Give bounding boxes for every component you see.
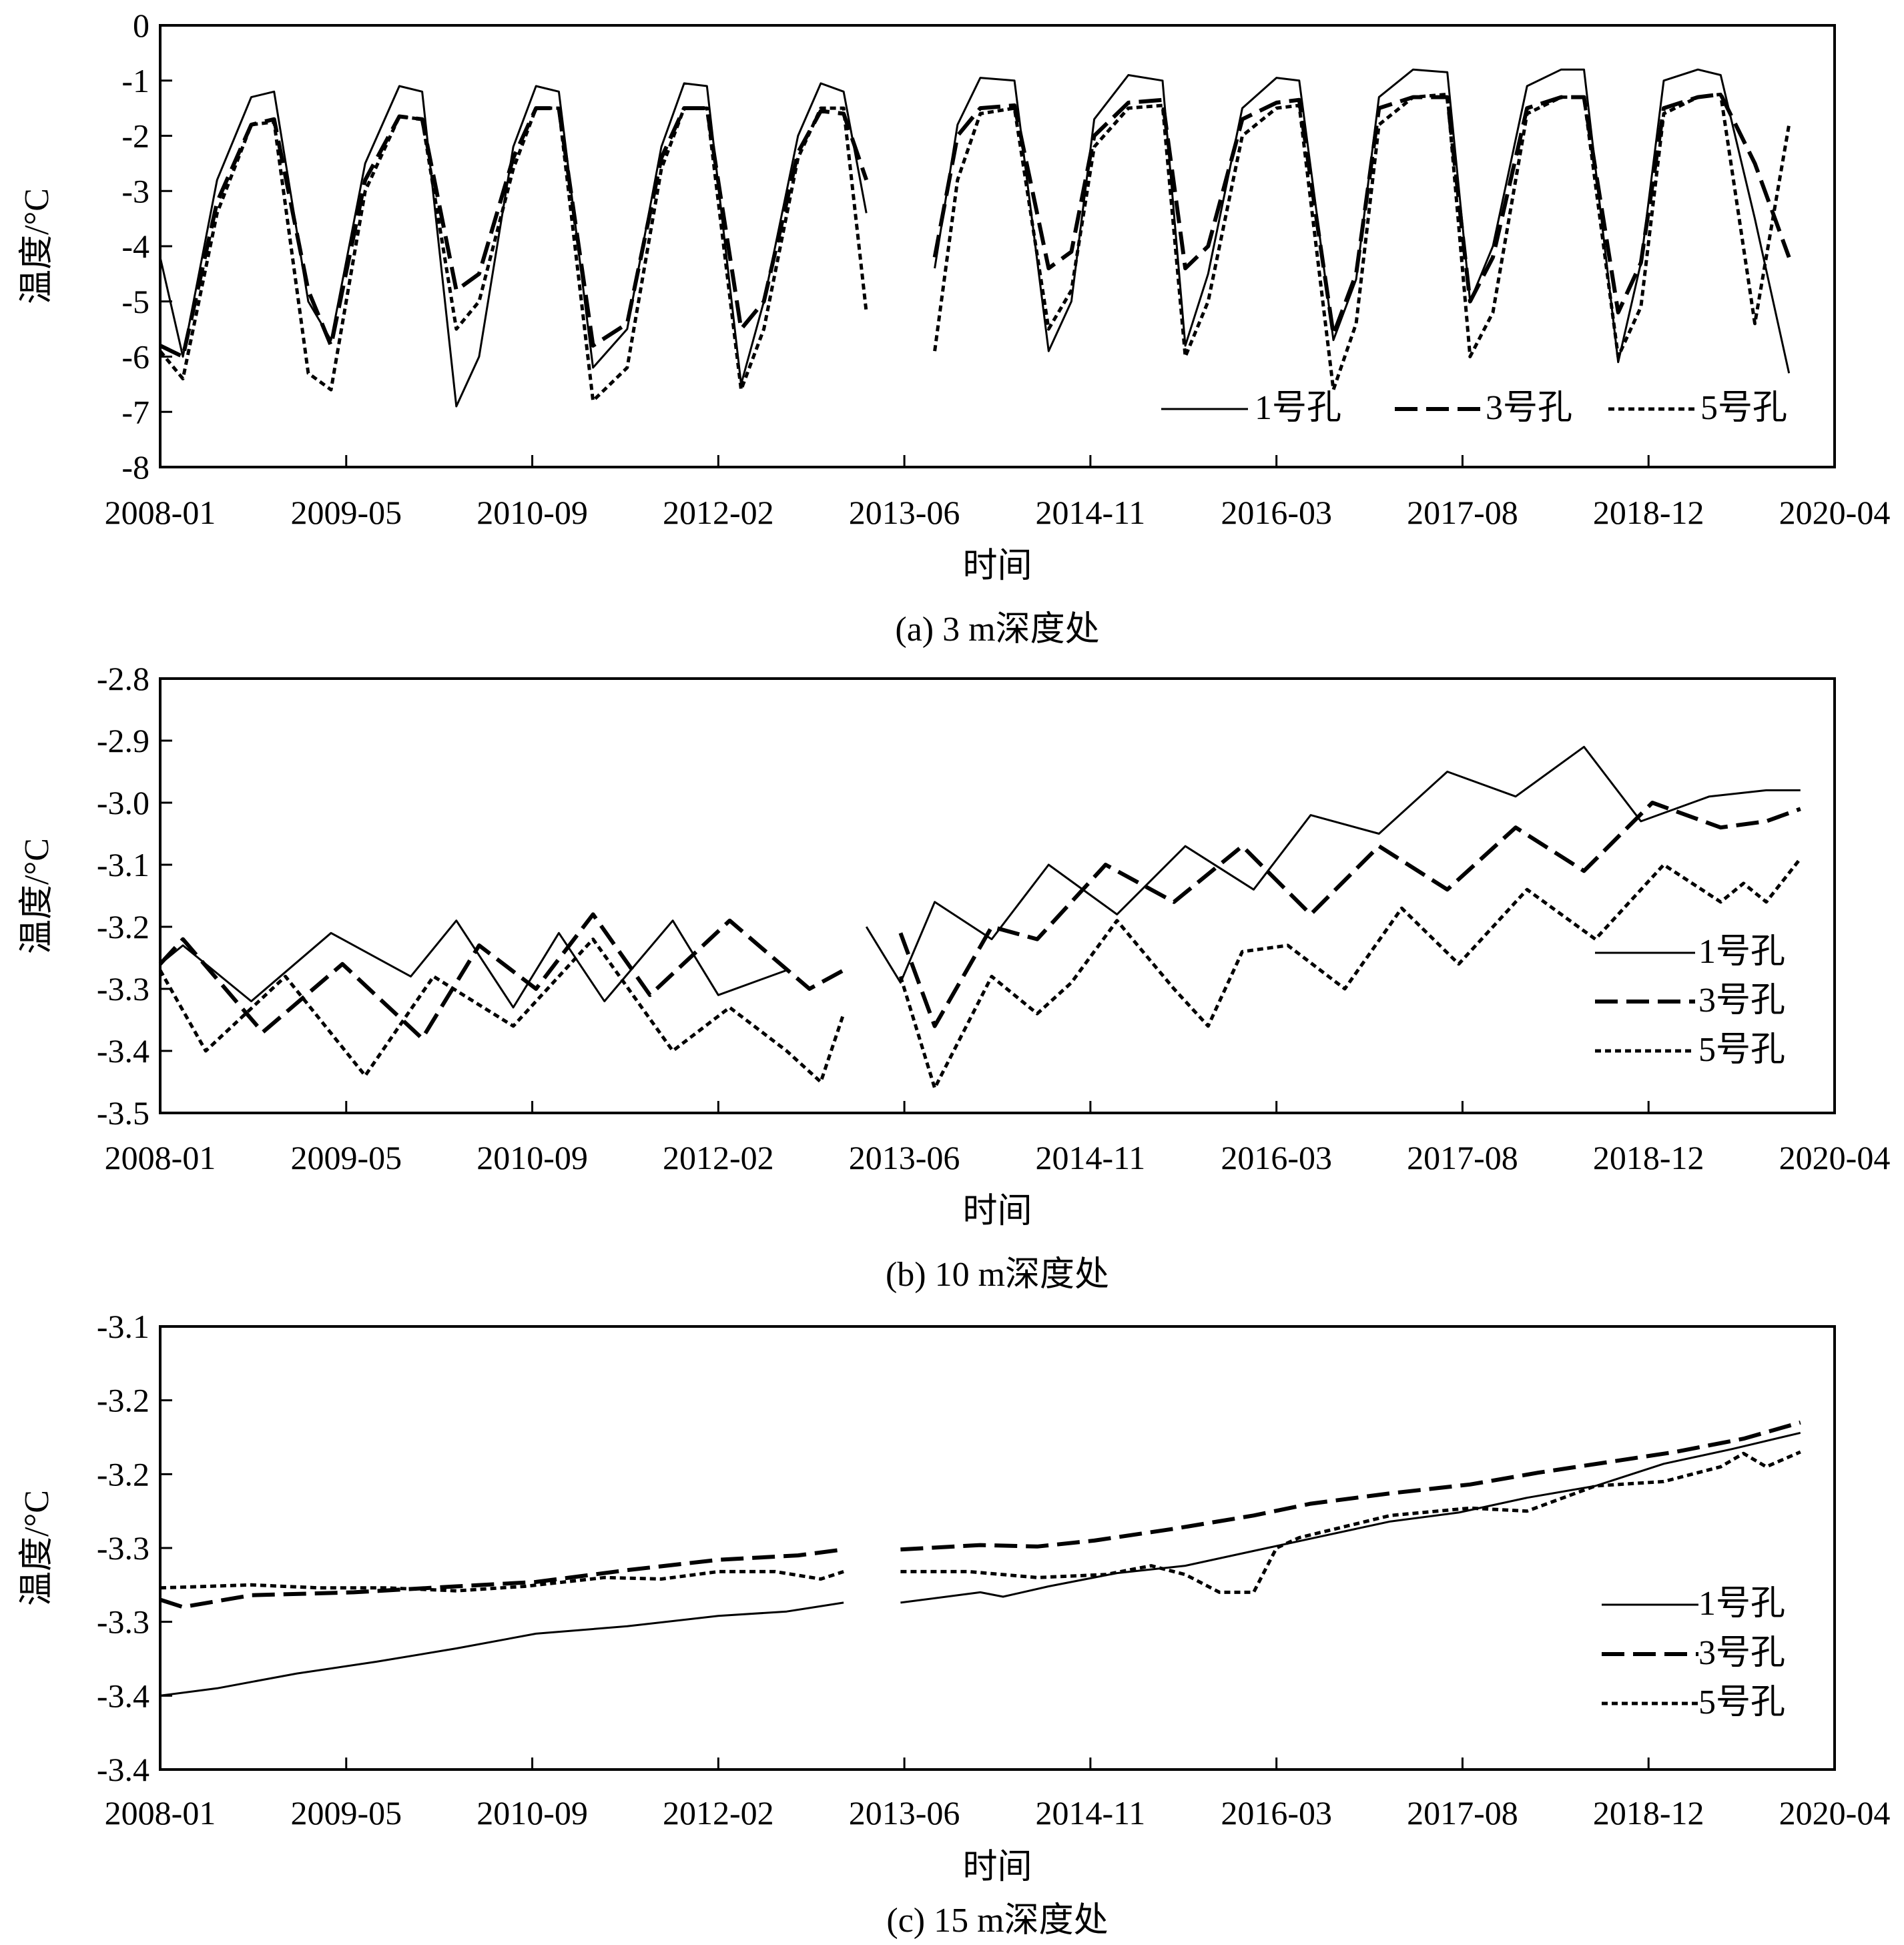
x-tick-label: 2013-06 — [849, 1139, 960, 1176]
x-tick-label: 2017-08 — [1407, 494, 1518, 531]
x-tick-label: 2018-12 — [1593, 1794, 1704, 1832]
series-line-2 — [159, 92, 1791, 359]
x-tick-label: 2013-06 — [849, 1794, 960, 1832]
y-tick-label: -2 — [121, 117, 149, 155]
plot-frame — [159, 1325, 1836, 1771]
x-tick-label: 2017-08 — [1407, 1794, 1518, 1832]
y-tick-label: -1 — [121, 62, 149, 99]
x-tick-label: 2018-12 — [1593, 494, 1704, 531]
x-tick-label: 2012-02 — [663, 1794, 774, 1832]
legend-label: 3号孔 — [1698, 982, 1785, 1020]
legend: 1号孔 3号孔 5号孔 — [1602, 1585, 1785, 1721]
x-tick-label: 2016-03 — [1221, 1139, 1332, 1176]
y-tick-label: -3.0 — [97, 784, 149, 821]
y-tick-label: -3.1 — [97, 1308, 149, 1345]
legend: 1号孔 3号孔 5号孔 — [1161, 389, 1787, 427]
x-tick-label: 2013-06 — [849, 494, 960, 531]
x-tick-label: 2020-04 — [1779, 1139, 1891, 1176]
legend-label: 1号孔 — [1255, 389, 1341, 427]
series-line-1 — [160, 1431, 1801, 1697]
x-tick-label: 2014-11 — [1035, 1139, 1145, 1176]
y-axis-label: 温度/°C — [18, 838, 56, 954]
legend-label: 5号孔 — [1698, 1683, 1785, 1721]
chart-caption: (a) 3 m深度处 — [895, 611, 1099, 649]
plot-frame — [159, 24, 1836, 468]
y-tick-label: -8 — [121, 448, 149, 486]
chart-panel-2: 2008-01 2009-05 2010-09 2012-02 2013-06 2014-… — [18, 660, 1890, 1294]
y-tick-label: -3.2 — [97, 908, 149, 945]
y-tick-label: -3.1 — [97, 846, 149, 883]
plot-frame — [159, 677, 1836, 1114]
y-tick-label: -7 — [121, 393, 149, 430]
x-tick-label: 2016-03 — [1221, 494, 1332, 531]
y-tick-label: -3.3 — [97, 970, 149, 1008]
x-tick-label: 2018-12 — [1593, 1139, 1704, 1176]
y-tick-label: -6 — [121, 338, 149, 376]
y-tick-label: -3.2 — [97, 1382, 149, 1419]
series-line-2 — [158, 801, 1801, 1041]
series-line-1 — [159, 68, 1791, 408]
y-tick-label: -3.5 — [97, 1094, 149, 1132]
legend-label: 1号孔 — [1698, 933, 1785, 971]
legend: 1号孔 3号孔 5号孔 — [1595, 933, 1785, 1069]
chart-panel-1: 2008-01 2009-05 2010-09 2012-02 2013-06 2014-… — [18, 7, 1890, 649]
y-tick-label: -3.4 — [97, 1751, 149, 1788]
x-tick-label: 2008-01 — [105, 1794, 216, 1832]
x-tick-label: 2014-11 — [1035, 1794, 1145, 1832]
x-axis-label: 时间 — [962, 1192, 1032, 1230]
legend-label: 1号孔 — [1698, 1585, 1785, 1623]
y-tick-label: -3.3 — [97, 1529, 149, 1567]
y-tick-label: -2.8 — [97, 660, 149, 697]
x-tick-label: 2008-01 — [105, 494, 216, 531]
x-tick-label: 2020-04 — [1779, 494, 1891, 531]
y-tick-label: 0 — [133, 7, 149, 44]
y-tick-label: -3.4 — [97, 1032, 149, 1070]
y-axis-label: 温度/°C — [18, 1490, 56, 1606]
x-tick-label: 2017-08 — [1407, 1139, 1518, 1176]
chart-caption: (b) 10 m深度处 — [886, 1256, 1109, 1294]
x-tick-label: 2012-02 — [663, 494, 774, 531]
legend-label: 5号孔 — [1698, 1031, 1785, 1069]
series-line-2 — [160, 1421, 1801, 1609]
x-tick-label: 2010-09 — [477, 1794, 588, 1832]
chart-caption: (c) 15 m深度处 — [886, 1902, 1108, 1940]
y-tick-label: -4 — [121, 228, 149, 265]
y-tick-label: -3.2 — [97, 1455, 149, 1493]
x-tick-label: 2008-01 — [105, 1139, 216, 1176]
chart-panel-3: 2008-01 2009-05 2010-09 2012-02 2013-06 2014-… — [18, 1308, 1890, 1940]
x-tick-label: 2010-09 — [477, 1139, 588, 1176]
x-tick-label: 2014-11 — [1035, 494, 1145, 531]
y-tick-label: -3.4 — [97, 1677, 149, 1714]
series-line-3 — [158, 857, 1802, 1090]
legend-label: 3号孔 — [1486, 389, 1572, 427]
x-tick-label: 2016-03 — [1221, 1794, 1332, 1832]
x-tick-label: 2020-04 — [1779, 1794, 1891, 1832]
series-line-3 — [159, 92, 1791, 403]
legend-label: 5号孔 — [1700, 389, 1787, 427]
x-tick-label: 2010-09 — [477, 494, 588, 531]
x-axis-label: 时间 — [962, 1848, 1032, 1886]
legend-label: 3号孔 — [1698, 1634, 1785, 1672]
x-tick-label: 2009-05 — [290, 494, 402, 531]
x-tick-label: 2009-05 — [290, 1794, 402, 1832]
series-line-3 — [160, 1450, 1801, 1594]
y-axis-label: 温度/°C — [18, 188, 56, 304]
y-tick-label: -2.9 — [97, 722, 149, 759]
x-axis-label: 时间 — [962, 547, 1032, 585]
y-tick-label: -3.3 — [97, 1603, 149, 1641]
y-tick-label: -3 — [121, 172, 149, 210]
y-tick-label: -5 — [121, 283, 149, 320]
x-tick-label: 2012-02 — [663, 1139, 774, 1176]
series-line-1 — [160, 745, 1801, 1009]
x-tick-label: 2009-05 — [290, 1139, 402, 1176]
